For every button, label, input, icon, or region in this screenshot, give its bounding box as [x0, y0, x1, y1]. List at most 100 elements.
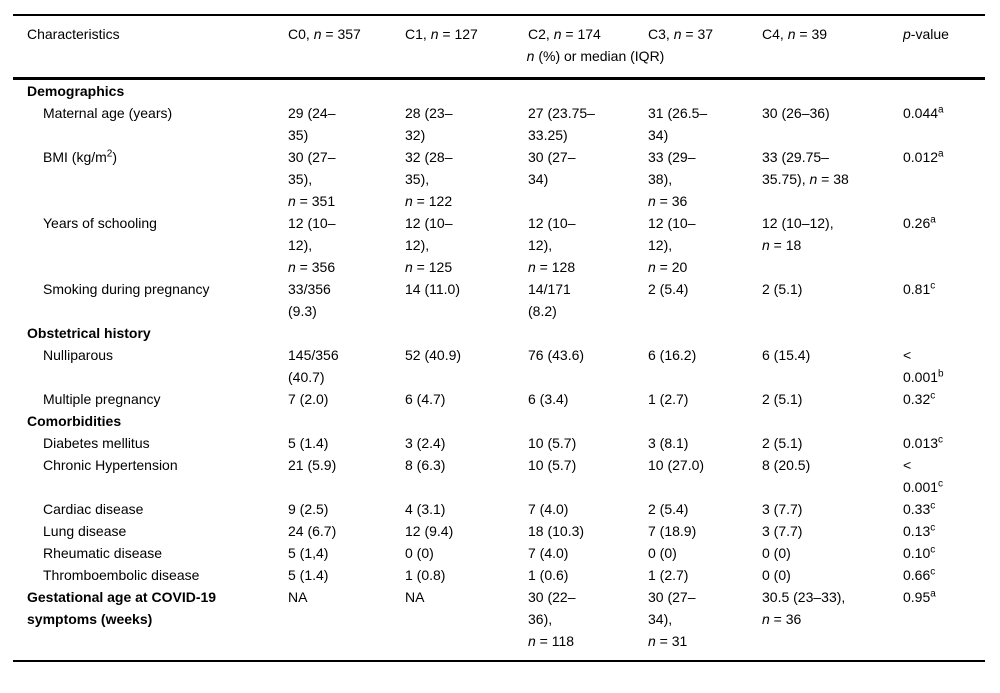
subheader-units: n (%) or median (IQR) — [526, 48, 665, 64]
cell-value: 12 (10– 12), n = 20 — [648, 215, 696, 275]
cell-value: 7 (2.0) — [288, 391, 329, 407]
cell-value: 18 (10.3) — [528, 523, 585, 539]
cell-value: 9 (2.5) — [288, 501, 329, 517]
row-label: Rheumatic disease — [43, 545, 163, 561]
cell-value: 12 (10– 12), n = 128 — [528, 215, 576, 275]
table-row: Years of schooling 12 (10– 12), n = 356 12 (… — [13, 212, 985, 278]
table-row: Rheumatic disease 5 (1,4) 0 (0) 7 (4.0) 0 (0… — [13, 542, 985, 564]
cell-value: 12 (9.4) — [405, 523, 454, 539]
cell-value: 33 (29– 38), n = 36 — [648, 149, 696, 209]
row-label: Thromboembolic disease — [43, 567, 200, 583]
header-row: Characteristics C0, n = 357 C1, n = 127 C2,… — [13, 15, 985, 45]
section-row: Comorbidities — [13, 410, 985, 432]
cell-value: 14 (11.0) — [405, 281, 460, 297]
column-header: C2, n = 174 — [528, 26, 601, 42]
table-row: Maternal age (years) 29 (24– 35) 28 (23– 32)… — [13, 102, 985, 146]
cell-value: 24 (6.7) — [288, 523, 337, 539]
cell-value: 30.5 (23–33), n = 36 — [762, 589, 846, 627]
cell-value: 10 (27.0) — [648, 457, 705, 473]
p-value-cell: 0.33c — [903, 500, 936, 517]
table-row: Smoking during pregnancy 33/356 (9.3) 14 (1… — [13, 278, 985, 322]
table-header: Characteristics C0, n = 357 C1, n = 127 C2,… — [13, 15, 985, 79]
cell-value: 6 (16.2) — [648, 347, 697, 363]
cell-value: 5 (1.4) — [288, 435, 329, 451]
cell-value: 33/356 (9.3) — [288, 281, 331, 319]
cell-value: 31 (26.5– 34) — [648, 105, 708, 143]
p-value-cell: 0.044a — [903, 104, 944, 121]
characteristics-table: Characteristics C0, n = 357 C1, n = 127 C2,… — [13, 14, 985, 662]
p-value-cell: 0.13c — [903, 522, 936, 539]
column-header: C0, n = 357 — [288, 26, 361, 42]
cell-value: 0 (0) — [762, 567, 791, 583]
p-value-cell: 0.26a — [903, 214, 936, 231]
cell-value: 0 (0) — [762, 545, 791, 561]
header-spacer — [13, 45, 288, 79]
table-row: Chronic Hypertension 21 (5.9) 8 (6.3) 10 (5… — [13, 454, 985, 498]
row-label: Years of schooling — [43, 215, 157, 231]
row-label: Multiple pregnancy — [43, 391, 161, 407]
p-value-cell: 0.81c — [903, 280, 936, 297]
table-row: Thromboembolic disease 5 (1.4) 1 (0.8) 1 (0… — [13, 564, 985, 586]
cell-value: 32 (28– 35), n = 122 — [405, 149, 453, 209]
row-label: BMI (kg/m2) — [43, 148, 118, 165]
section-label: Comorbidities — [27, 413, 122, 429]
row-label: Cardiac disease — [43, 501, 144, 517]
cell-value: 30 (27– 34) — [528, 149, 576, 187]
cell-value: 52 (40.9) — [405, 347, 462, 363]
cell-value: 6 (4.7) — [405, 391, 446, 407]
cell-value: 1 (0.6) — [528, 567, 569, 583]
cell-value: 145/356 (40.7) — [288, 347, 339, 385]
section-label: Obstetrical history — [27, 325, 151, 341]
cell-value: 29 (24– 35) — [288, 105, 336, 143]
cell-value: 10 (5.7) — [528, 435, 577, 451]
header-subrow: n (%) or median (IQR) — [13, 45, 985, 79]
p-value-cell: <0.001c — [903, 457, 944, 495]
cell-value: 7 (4.0) — [528, 501, 569, 517]
cell-value: 4 (3.1) — [405, 501, 446, 517]
section-label: Demographics — [27, 83, 125, 99]
cell-value: 76 (43.6) — [528, 347, 585, 363]
cell-value: 30 (26–36) — [762, 105, 830, 121]
table-row: Cardiac disease 9 (2.5) 4 (3.1) 7 (4.0) 2 (5… — [13, 498, 985, 520]
cell-value: 5 (1,4) — [288, 545, 329, 561]
cell-value: 33 (29.75– 35.75), n = 38 — [762, 149, 849, 187]
cell-value: 3 (7.7) — [762, 523, 803, 539]
cell-value: 6 (15.4) — [762, 347, 811, 363]
cell-value: 14/171 (8.2) — [528, 281, 571, 319]
cell-value: 27 (23.75– 33.25) — [528, 105, 595, 143]
table-row: Multiple pregnancy 7 (2.0) 6 (4.7) 6 (3.4) 1… — [13, 388, 985, 410]
cell-value: 10 (5.7) — [528, 457, 577, 473]
column-header: C3, n = 37 — [648, 26, 714, 42]
row-label: Lung disease — [43, 523, 127, 539]
cell-value: 3 (7.7) — [762, 501, 803, 517]
cell-value: 21 (5.9) — [288, 457, 337, 473]
row-label: Chronic Hypertension — [43, 457, 178, 473]
p-value-cell: 0.66c — [903, 566, 936, 583]
cell-value: 30 (27– 35), n = 351 — [288, 149, 336, 209]
p-value-cell: 0.32c — [903, 390, 936, 407]
cell-value: 2 (5.1) — [762, 391, 803, 407]
column-header: C1, n = 127 — [405, 26, 478, 42]
cell-value: 7 (18.9) — [648, 523, 697, 539]
cell-value: 12 (10– 12), n = 356 — [288, 215, 336, 275]
cell-value: 30 (27– 34), n = 31 — [648, 589, 696, 649]
cell-value: 0 (0) — [648, 545, 677, 561]
table-row: BMI (kg/m2) 30 (27– 35), n = 351 32 (28– 35),… — [13, 146, 985, 212]
header-spacer — [903, 45, 985, 79]
table-body: Demographics Maternal age (years) 29 (24– 3… — [13, 79, 985, 662]
table-row: Nulliparous 145/356 (40.7) 52 (40.9) 76 (43.… — [13, 344, 985, 388]
cell-value: 12 (10– 12), n = 125 — [405, 215, 453, 275]
section-row: Obstetrical history — [13, 322, 985, 344]
cell-value: 5 (1.4) — [288, 567, 329, 583]
row-label: Nulliparous — [43, 347, 114, 363]
cell-value: 2 (5.4) — [648, 281, 689, 297]
cell-value: 2 (5.1) — [762, 435, 803, 451]
section-row: Demographics — [13, 79, 985, 103]
table-row: Gestational age at COVID-19 symptoms (wee… — [13, 586, 985, 661]
cell-value: 1 (2.7) — [648, 567, 689, 583]
cell-value: NA — [405, 589, 425, 605]
cell-value: 2 (5.1) — [762, 281, 803, 297]
cell-value: 28 (23– 32) — [405, 105, 453, 143]
p-value-cell: 0.013c — [903, 434, 944, 451]
cell-value: NA — [288, 589, 308, 605]
